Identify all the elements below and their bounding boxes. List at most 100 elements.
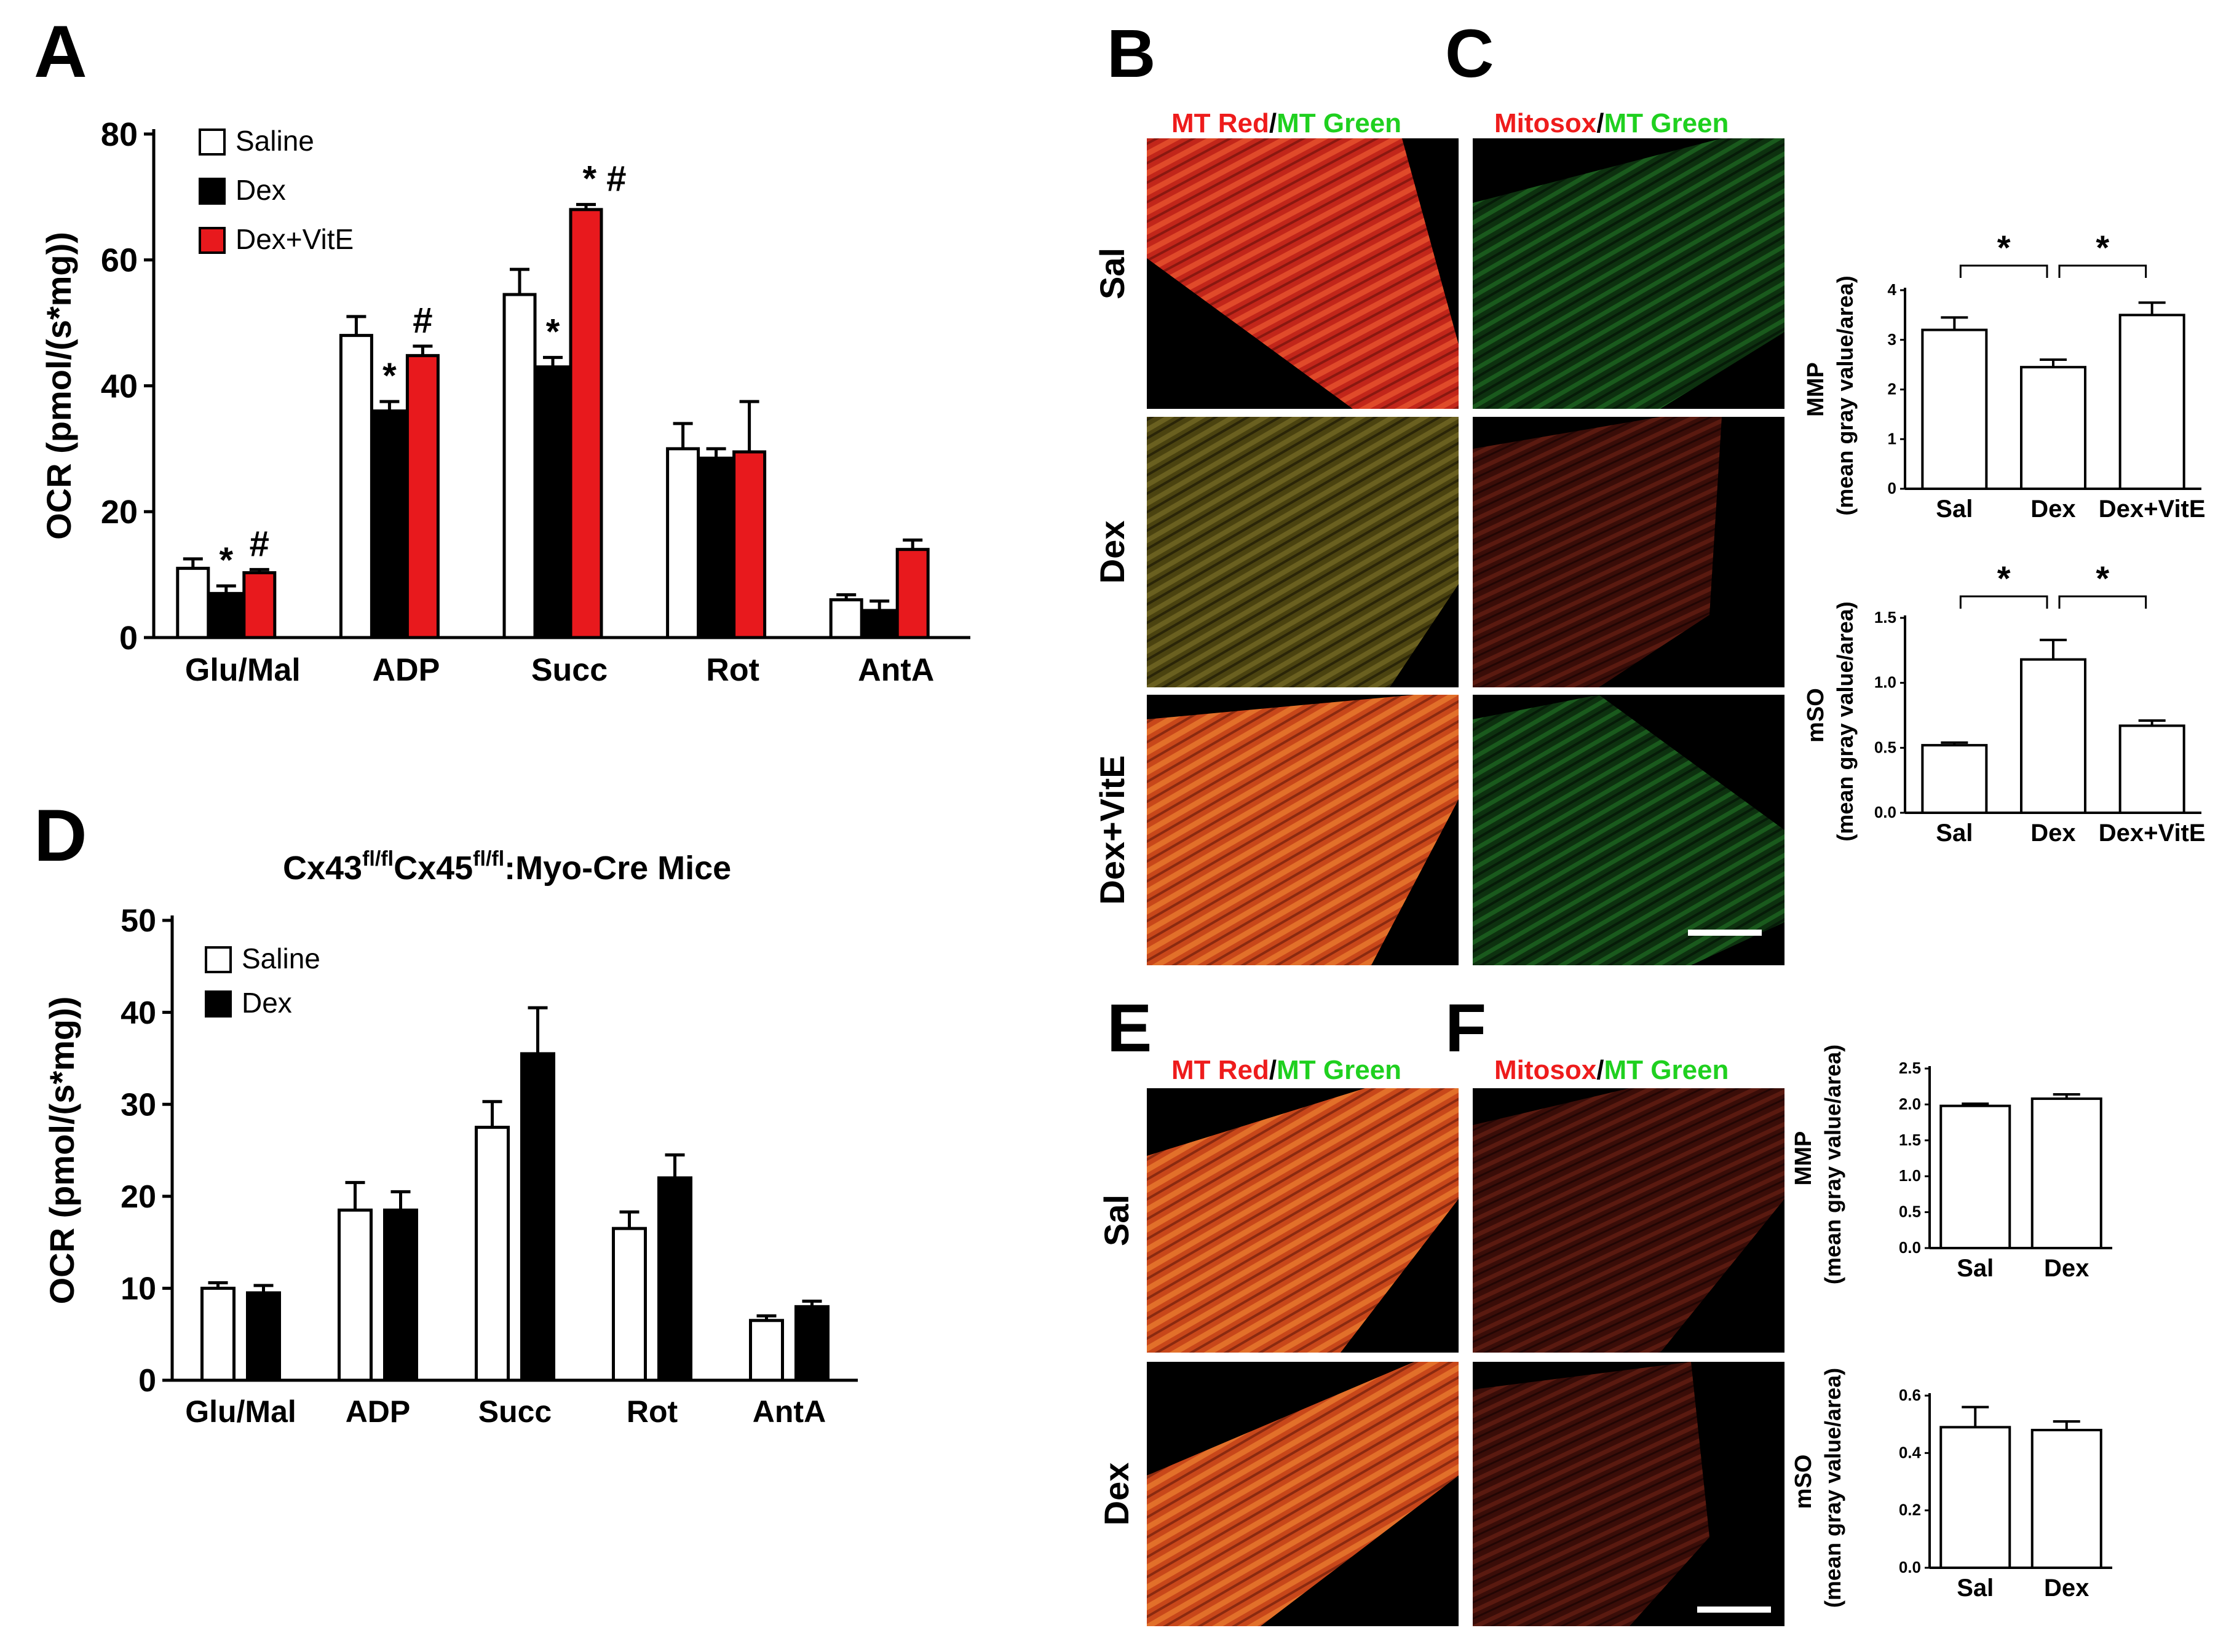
bar — [2020, 658, 2086, 815]
bar-dex — [209, 591, 244, 639]
legend-label: Dex — [236, 174, 286, 206]
fiber-c-dexvite — [1473, 695, 1784, 965]
x-category-label: Rot — [627, 1394, 678, 1429]
header-c-green: MT Green — [1604, 108, 1729, 138]
bar-saline — [612, 1227, 647, 1382]
y-axis-sublabel: (mean gray value/area) — [1832, 601, 1858, 841]
row-labels-ef: Sal Dex — [1097, 1195, 1136, 1525]
scale-bar-f — [1697, 1607, 1771, 1613]
significance-mark: * — [2096, 559, 2109, 598]
y-tick-label: 30 — [121, 1087, 156, 1123]
row-label-bc-dex: Dex — [1093, 521, 1131, 584]
fiber-e-dex — [1147, 1362, 1459, 1626]
chart-f-mso: 0.0 0.2 0.4 0.6 mSO (mean gray value/area) Sal… — [1791, 1368, 2112, 1608]
fiber-f-sal — [1473, 1088, 1784, 1353]
header-c: Mitosox/MT Green — [1494, 108, 1729, 138]
panel-label-e: E — [1107, 990, 1152, 1066]
significance-bracket — [2058, 595, 2147, 609]
significance-mark: * — [220, 540, 234, 580]
bar — [2030, 1097, 2102, 1250]
y-tick-label: 0 — [119, 620, 138, 657]
x-category-label: Succ — [531, 652, 608, 688]
bar-dex — [862, 609, 897, 639]
legend-swatch — [199, 227, 226, 254]
y-tick-label: 0.0 — [1899, 1558, 1921, 1576]
panel-label-a: A — [34, 10, 87, 93]
bar-dex — [372, 409, 406, 639]
y-tick-label: 1.0 — [1874, 673, 1896, 692]
bar — [1921, 328, 1988, 490]
micrograph-grid-ef — [1147, 1088, 1784, 1626]
chart-c-mso: 0.0 0.5 1.0 1.5 mSO (mean gray value/area) Sal… — [1803, 559, 2206, 847]
chart-f-mmp: 0.0 0.5 1.0 1.5 2.0 2.5 MMP (mean gray value/ar… — [1791, 1045, 2112, 1284]
chart-c-mmp: 0 1 2 3 4 MMP (mean gray value/area) Sal Dex Dex+… — [1803, 228, 2206, 523]
y-tick-label: 0.5 — [1899, 1203, 1921, 1221]
title-text: :Myo-Cre Mice — [504, 850, 731, 887]
bar-dex — [520, 1052, 555, 1382]
bar-dex — [246, 1291, 281, 1382]
bar-dex — [536, 365, 570, 639]
bar-saline — [339, 334, 373, 639]
bar-saline — [749, 1319, 784, 1382]
significance-mark: * — [382, 356, 397, 396]
header-b-green: MT Green — [1277, 108, 1401, 138]
header-e-red: MT Red — [1171, 1055, 1269, 1085]
y-tick-label: 2.5 — [1899, 1059, 1921, 1077]
y-tick-label: 0.6 — [1899, 1386, 1921, 1404]
scale-bar-c — [1688, 930, 1762, 936]
chart-title: Cx43fl/flCx45fl/fl:Myo-Cre Mice — [283, 847, 731, 887]
row-label-ef-dex: Dex — [1097, 1463, 1136, 1526]
x-category-label: ADP — [373, 652, 440, 688]
y-axis-label: MMP — [1803, 362, 1829, 417]
y-tick-label: 0.4 — [1899, 1443, 1922, 1461]
bar-dex — [657, 1176, 692, 1382]
y-tick-label: 2 — [1888, 380, 1896, 398]
fiber-b-sal — [1147, 138, 1459, 409]
y-tick-label: 10 — [121, 1271, 156, 1307]
bar-dex — [383, 1208, 418, 1382]
x-category-label: Succ — [478, 1394, 552, 1429]
significance-bracket — [1959, 264, 2048, 278]
chart-d-ocr-knockout: 0 10 20 30 40 50 OCR (pmol/(s*mg)) Glu/Mal ADP Su… — [42, 847, 858, 1429]
panel-label-d: D — [34, 794, 87, 877]
y-tick-label: 20 — [101, 494, 138, 531]
y-tick-label: 0 — [1888, 479, 1896, 497]
panel-label-b: B — [1107, 16, 1155, 92]
header-b-slash: / — [1269, 108, 1277, 138]
legend-swatch — [205, 990, 232, 1018]
bar-dex-vite — [405, 354, 440, 639]
header-f-red: Mitosox — [1494, 1055, 1597, 1085]
header-e-slash: / — [1269, 1055, 1277, 1085]
bar-dex-vite — [242, 571, 277, 639]
y-tick-label: 40 — [121, 995, 156, 1031]
y-tick-label: 1.0 — [1899, 1166, 1921, 1185]
x-category-label: Dex — [2044, 1255, 2089, 1282]
x-category-label: ADP — [346, 1394, 411, 1429]
y-tick-label: 3 — [1888, 330, 1896, 349]
y-tick-label: 1 — [1888, 429, 1896, 448]
legend-label: Saline — [236, 125, 314, 157]
x-category-label: AntA — [858, 652, 934, 688]
title-text: Cx43 — [283, 850, 362, 887]
significance-bracket — [1959, 595, 2048, 609]
row-label-bc-sal: Sal — [1093, 248, 1131, 299]
x-category-label: Glu/Mal — [185, 1394, 296, 1429]
y-tick-label: 40 — [101, 368, 138, 405]
x-category-label: Sal — [1936, 496, 1973, 523]
bar-saline — [666, 447, 700, 639]
y-tick-label: 50 — [121, 903, 156, 939]
x-category-label: Sal — [1936, 820, 1973, 847]
x-category-label: Glu/Mal — [185, 652, 301, 688]
y-tick-label: 60 — [101, 242, 138, 279]
legend-label: Dex+VitE — [236, 223, 354, 255]
header-b-red: MT Red — [1171, 108, 1269, 138]
header-e: MT Red/MT Green — [1171, 1055, 1401, 1085]
fiber-b-dexvite — [1147, 695, 1459, 965]
x-category-label: Dex+VitE — [2099, 496, 2206, 523]
title-superscript: fl/fl — [473, 847, 504, 871]
bar — [1939, 1104, 2011, 1249]
y-tick-label: 20 — [121, 1179, 156, 1215]
chart-a-ocr: 0 20 40 60 80 OCR (pmol/(s*mg)) Glu/Mal * # ADP * #… — [39, 116, 970, 688]
bar-saline — [200, 1286, 236, 1382]
row-labels-bc: Sal Dex Dex+VitE — [1093, 248, 1131, 905]
